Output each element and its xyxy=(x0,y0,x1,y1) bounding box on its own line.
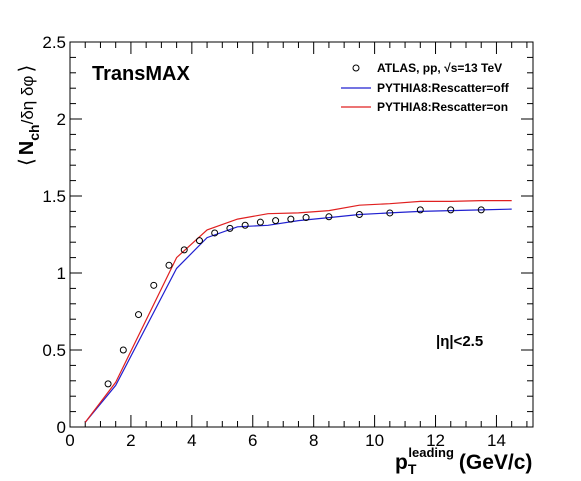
data-point xyxy=(355,210,363,218)
data-point xyxy=(180,246,188,254)
x-tick-label: 4 xyxy=(187,431,196,450)
data-point xyxy=(104,380,112,388)
y-axis-title-tail: /δη δφ xyxy=(18,76,37,125)
data-point xyxy=(386,209,394,217)
x-tick-label: 8 xyxy=(309,431,318,450)
x-tick-label: 10 xyxy=(365,431,384,450)
legend-label-data: ATLAS, pp, √s=13 TeV xyxy=(377,61,502,75)
data-point xyxy=(302,214,310,222)
data-point xyxy=(211,229,219,237)
legend-label-off: PYTHIA8:Rescatter=off xyxy=(377,81,510,95)
series-line-2 xyxy=(84,200,512,423)
data-point xyxy=(241,221,249,229)
data-point xyxy=(119,346,127,354)
x-tick-label: 6 xyxy=(248,431,257,450)
x-tick-label: 0 xyxy=(65,431,74,450)
legend: ATLAS, pp, √s=13 TeV PYTHIA8:Rescatter=o… xyxy=(341,61,510,114)
data-point xyxy=(325,213,333,221)
x-axis-title-sub: T xyxy=(408,461,417,477)
x-axis-title-sup: leading xyxy=(408,445,454,460)
data-point xyxy=(226,224,234,232)
data-point xyxy=(272,217,280,225)
x-tick-label: 14 xyxy=(487,431,506,450)
series-points xyxy=(104,206,485,388)
y-tick-label: 1 xyxy=(57,264,66,283)
axis-ticks xyxy=(69,41,533,428)
y-tick-labels: 0 0.5 1 1.5 2 2.5 xyxy=(42,33,66,437)
data-point xyxy=(416,206,424,214)
data-point xyxy=(287,215,295,223)
x-tick-labels: 0 2 4 6 8 10 12 14 xyxy=(65,431,506,450)
x-axis-title: pTleading (GeV/c) xyxy=(395,445,532,477)
data-point xyxy=(477,206,485,214)
x-tick-label: 2 xyxy=(126,431,135,450)
y-tick-label: 0.5 xyxy=(42,341,66,360)
y-tick-label: 1.5 xyxy=(42,187,66,206)
plot-frame xyxy=(69,41,534,428)
data-point xyxy=(447,206,455,214)
y-tick-label: 2.5 xyxy=(42,33,66,52)
legend-marker-data xyxy=(352,64,360,72)
series-line-1 xyxy=(84,208,512,423)
legend-label-on: PYTHIA8:Rescatter=on xyxy=(377,100,508,114)
data-point xyxy=(195,237,203,245)
x-axis-title-unit: (GeV/c) xyxy=(459,451,533,474)
data-point xyxy=(165,261,173,269)
y-axis-title-main: N xyxy=(16,141,38,155)
y-tick-label: 0 xyxy=(57,418,66,437)
y-axis-title-sub: ch xyxy=(26,124,42,140)
x-tick-label: 12 xyxy=(426,431,445,450)
y-tick-label: 2 xyxy=(57,110,66,129)
data-point xyxy=(135,311,143,319)
data-point xyxy=(150,281,158,289)
chart-annotation: TransMAX xyxy=(92,63,190,85)
y-axis-title-open: ⟨ xyxy=(16,158,38,166)
series-lines xyxy=(84,200,512,423)
y-axis-title-close: ⟩ xyxy=(16,65,38,73)
y-axis-title: ⟨ Nch/δη δφ ⟩ xyxy=(16,65,42,166)
x-axis-title-main: p xyxy=(395,451,408,474)
data-point xyxy=(256,218,264,226)
cut-label: |η|<2.5 xyxy=(436,333,483,350)
